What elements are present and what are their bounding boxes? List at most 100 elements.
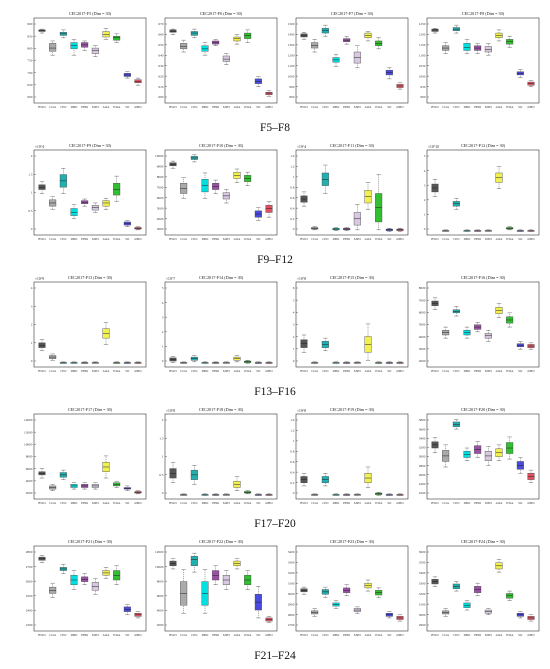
x-tick-label-MPO-f20: MPO	[485, 501, 493, 505]
y-tick-label-f6: 650	[158, 43, 163, 47]
x-tick-label-BWO-f15: BWO	[300, 369, 308, 373]
box-WOA-f5	[113, 36, 121, 41]
y-tick-label-f6: 660	[158, 33, 163, 37]
x-tick-label-mHO-f17: mHO	[134, 501, 142, 505]
y-tick-label-f7: 1400	[288, 33, 295, 37]
box-DBO-f6	[201, 45, 209, 52]
x-tick-label-COA-f20: COA	[442, 501, 449, 505]
y-tick-label-f8: 1000	[419, 74, 426, 78]
x-tick-label-DBO-f20: DBO	[464, 501, 471, 505]
axis-exponent-f12: ×10^10	[428, 145, 439, 149]
y-tick-label-f7: 1000	[288, 74, 295, 78]
y-tick-label-f23: 3200	[288, 571, 295, 575]
x-tick-label-SO-f6: SO	[256, 105, 261, 109]
x-tick-label-CPO-f23: CPO	[322, 633, 329, 637]
x-tick-label-COA-f23: COA	[311, 633, 318, 637]
x-tick-label-CPO-f19: CPO	[322, 501, 329, 505]
x-tick-label-BWO-f11: BWO	[300, 237, 308, 241]
plot-frame-f11	[295, 149, 409, 236]
x-tick-label-mHO-f7: mHO	[396, 105, 404, 109]
x-tick-label-SO-f19: SO	[387, 501, 392, 505]
y-tick-label-f10: 8000	[157, 175, 164, 179]
x-tick-label-mHO-f5: mHO	[134, 105, 142, 109]
y-tick-label-f15: 1	[293, 347, 295, 351]
box-AOA-f5	[102, 31, 110, 38]
y-tick-label-f15: 4	[293, 311, 295, 315]
plot-frame-f14	[164, 281, 278, 368]
x-tick-label-SO-f11: SO	[387, 237, 392, 241]
x-tick-label-HHO-f21: HHO	[81, 633, 89, 637]
y-tick-label-f13: 1	[31, 341, 33, 345]
x-tick-label-CPO-f22: CPO	[191, 633, 198, 637]
x-tick-label-BWO-f5: BWO	[38, 105, 46, 109]
y-tick-label-f22: 10000	[155, 565, 164, 569]
x-tick-label-WOA-f16: WOA	[506, 369, 514, 373]
y-tick-label-f19: 1	[293, 439, 295, 443]
y-tick-label-f19: 0.8	[290, 449, 295, 453]
box-MPO-f8	[484, 46, 492, 53]
y-tick-label-f17: 4000	[26, 479, 33, 483]
axis-exponent-f11: ×10^4	[297, 145, 306, 149]
x-tick-label-CPO-f7: CPO	[322, 105, 329, 109]
x-tick-label-CPO-f11: CPO	[322, 237, 329, 241]
x-tick-label-HHO-f23: HHO	[343, 633, 351, 637]
chart-title-f12: CEC2017-F12 (Dim = 30)	[461, 143, 506, 148]
x-tick-label-AOA-f23: AOA	[365, 633, 373, 637]
x-tick-label-WOA-f14: WOA	[244, 369, 252, 373]
x-tick-label-COA-f19: COA	[311, 501, 318, 505]
x-tick-label-DBO-f12: DBO	[464, 237, 471, 241]
x-tick-label-SO-f13: SO	[125, 369, 130, 373]
chart-title-f10: CEC2017-F10 (Dim = 30)	[199, 143, 244, 148]
x-tick-label-WOA-f15: WOA	[375, 369, 383, 373]
x-tick-label-COA-f17: COA	[49, 501, 56, 505]
y-tick-label-f9: 0	[31, 227, 33, 231]
plot-frame-f21	[33, 545, 147, 632]
box-COA-f5	[49, 43, 57, 52]
x-tick-label-DBO-f7: DBO	[333, 105, 340, 109]
y-tick-label-f24: 3600	[419, 550, 426, 554]
plot-frame-f12	[426, 149, 540, 236]
x-tick-label-BWO-f21: BWO	[38, 633, 46, 637]
x-tick-label-MPO-f6: MPO	[223, 105, 231, 109]
y-tick-label-f16: 4000	[419, 335, 426, 339]
x-tick-label-WOA-f19: WOA	[375, 501, 383, 505]
x-tick-label-MPO-f14: MPO	[223, 369, 231, 373]
y-tick-label-f5: 800	[27, 47, 32, 51]
x-tick-label-SO-f8: SO	[518, 105, 523, 109]
x-tick-label-BWO-f20: BWO	[431, 501, 439, 505]
x-tick-label-DBO-f9: DBO	[71, 237, 78, 241]
x-tick-label-CPO-f5: CPO	[60, 105, 67, 109]
x-tick-label-COA-f10: COA	[180, 237, 187, 241]
axis-exponent-f19: ×10^8	[297, 409, 306, 413]
x-tick-label-WOA-f17: WOA	[113, 501, 121, 505]
x-tick-label-BWO-f18: BWO	[169, 501, 177, 505]
x-tick-label-AOA-f17: AOA	[103, 501, 111, 505]
chart-title-f15: CEC2017-F15 (Dim = 30)	[330, 275, 375, 280]
box-MPO-f6	[222, 55, 230, 62]
x-tick-label-SO-f18: SO	[256, 501, 261, 505]
row-caption-4: F17–F20	[254, 518, 296, 530]
y-tick-label-f6: 670	[158, 22, 163, 26]
x-tick-label-DBO-f19: DBO	[333, 501, 340, 505]
x-tick-label-AOA-f5: AOA	[103, 105, 111, 109]
y-tick-label-f10: 7000	[157, 185, 164, 189]
y-tick-label-f7: 800	[289, 95, 294, 99]
axis-exponent-f14: ×10^7	[166, 277, 175, 281]
y-tick-label-f10: 3000	[157, 227, 164, 231]
x-tick-label-DBO-f5: DBO	[71, 105, 78, 109]
y-tick-label-f5: 750	[27, 59, 32, 63]
x-tick-label-mHO-f23: mHO	[396, 633, 404, 637]
x-tick-label-SO-f24: SO	[518, 633, 523, 637]
box-CPO-f6	[190, 31, 198, 36]
y-tick-label-f14: 3	[162, 315, 164, 319]
y-tick-label-f20: 2200	[419, 491, 426, 495]
x-tick-label-HHO-f5: HHO	[81, 105, 89, 109]
y-tick-label-f11: 0.4	[290, 206, 295, 210]
y-tick-label-f24: 3500	[419, 561, 426, 565]
y-tick-label-f9: 0.5	[28, 209, 33, 213]
y-tick-label-f11: 1.4	[290, 154, 295, 158]
y-tick-label-f8: 1100	[419, 53, 426, 57]
axis-exponent-f13: ×10^9	[35, 277, 44, 281]
y-tick-label-f13: 3	[31, 304, 33, 308]
y-tick-label-f20: 3800	[419, 418, 426, 422]
